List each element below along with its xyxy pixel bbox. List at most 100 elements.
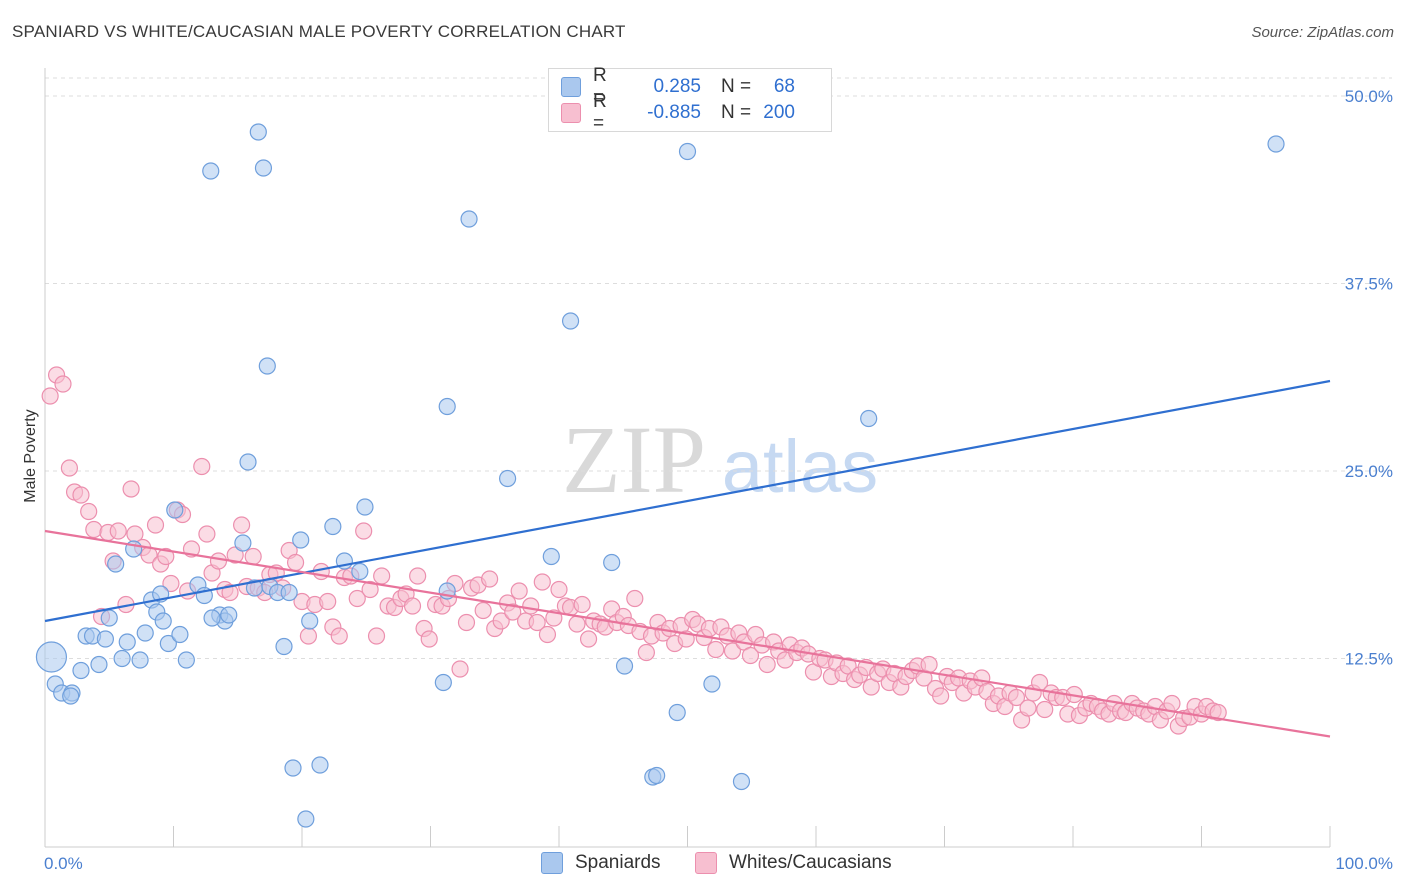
white-point (54, 375, 72, 393)
x-tick-label: 0.0% (44, 854, 83, 873)
legend-row-whites: R = -0.885 N = 200 (561, 91, 795, 134)
spaniard-point (239, 453, 257, 471)
spaniard-point (275, 637, 293, 656)
chart-title: SPANIARD VS WHITE/CAUCASIAN MALE POVERTY… (12, 22, 626, 41)
legend-label-spaniards: Spaniards (575, 852, 661, 873)
spaniard-point (499, 469, 517, 488)
spaniard-point (280, 583, 298, 602)
spaniard-point (90, 655, 108, 674)
spaniard-point (434, 673, 452, 692)
spaniard-point (171, 625, 189, 644)
white-point (579, 630, 598, 648)
white-point (451, 660, 469, 678)
white-point (637, 643, 655, 662)
legend-label-whites: Whites/Caucasians (729, 852, 892, 873)
white-point (41, 387, 59, 405)
y-axis-title: Male Poverty (22, 409, 39, 502)
white-point (573, 595, 591, 614)
white-point (1019, 699, 1037, 717)
spaniard-point (62, 687, 80, 705)
spaniard-point (356, 498, 374, 516)
spaniard-point (615, 657, 634, 675)
spaniard-point (460, 210, 478, 228)
spaniard-point (159, 634, 177, 653)
spaniard-point (860, 409, 878, 428)
spaniard-point (438, 397, 456, 416)
legend-swatch-pink (695, 852, 717, 874)
spaniard-point (136, 624, 154, 642)
spaniard-point (113, 649, 131, 668)
spaniard-point (678, 142, 697, 161)
spaniard-point (703, 675, 721, 693)
watermark-atlas: atlas (722, 425, 878, 508)
legend-row-spaniards: R = 0.285 N = 68 (561, 65, 795, 108)
white-point (355, 522, 373, 540)
white-point (157, 547, 175, 566)
spaniard-point (311, 756, 329, 774)
legend-n-label: N = (721, 76, 752, 97)
legend-swatch-blue (541, 852, 563, 874)
white-point (481, 570, 499, 588)
spaniard-point (220, 606, 238, 624)
spaniard-point (668, 703, 686, 722)
white-point (568, 615, 586, 633)
spaniard-point (561, 312, 580, 330)
spaniard-point (154, 612, 172, 630)
white-point (286, 553, 305, 572)
spaniard-point (96, 630, 114, 648)
spaniard-point (1267, 135, 1285, 153)
white-point (233, 516, 251, 534)
legend-r-label: R = (593, 91, 607, 134)
white-point (299, 627, 318, 645)
whites-trend-line (44, 529, 1331, 738)
white-point (474, 601, 492, 620)
spaniard-point (301, 612, 319, 630)
white-point (198, 525, 216, 543)
white-point (1163, 694, 1181, 713)
white-point (60, 459, 79, 477)
white-point (758, 655, 776, 674)
spaniard-point (297, 810, 315, 828)
white-point (244, 547, 262, 566)
spaniard-point (732, 772, 751, 791)
legend-n-label: N = (721, 102, 752, 123)
legend-r-label: R = (593, 65, 607, 108)
white-point (409, 567, 427, 585)
spaniard-point (177, 651, 195, 669)
axis-labels: 12.5% 25.0% 37.5% 50.0% 0.0% 100.0% Male Pover… (22, 87, 1393, 873)
spaniard-point (35, 641, 68, 673)
white-point (932, 687, 950, 705)
spaniard-point (292, 531, 310, 549)
white-point (162, 574, 180, 593)
white-point (403, 597, 422, 615)
white-point (319, 592, 337, 611)
white-point (85, 520, 103, 539)
white-point (348, 589, 366, 608)
white-point (361, 580, 379, 599)
y-tick-label: 50.0% (1345, 87, 1393, 106)
white-point (723, 642, 742, 660)
spaniard-point (118, 633, 136, 651)
spaniard-point (648, 766, 666, 785)
legend-swatch-pink (561, 103, 581, 123)
spaniard-point (166, 501, 184, 519)
legend-item-spaniards[interactable]: Spaniards (541, 852, 661, 874)
white-point (920, 655, 938, 674)
spaniard-point (254, 159, 273, 177)
white-point (741, 646, 760, 665)
legend-item-whites[interactable]: Whites/Caucasians (695, 852, 892, 874)
legend-n-value: 68 (773, 76, 795, 97)
spaniard-point (351, 562, 369, 581)
white-point (146, 516, 165, 534)
y-tick-label: 25.0% (1345, 462, 1393, 481)
spaniards-trend-line (44, 379, 1331, 623)
legend-n-value: 200 (763, 102, 795, 123)
white-point (109, 522, 127, 540)
grid-lines (45, 77, 1392, 659)
white-point (420, 630, 438, 648)
series-legend: Spaniards Whites/Caucasians (0, 852, 1406, 878)
y-tick-label: 12.5% (1345, 650, 1393, 669)
axes (44, 68, 1331, 848)
white-point (209, 552, 228, 570)
